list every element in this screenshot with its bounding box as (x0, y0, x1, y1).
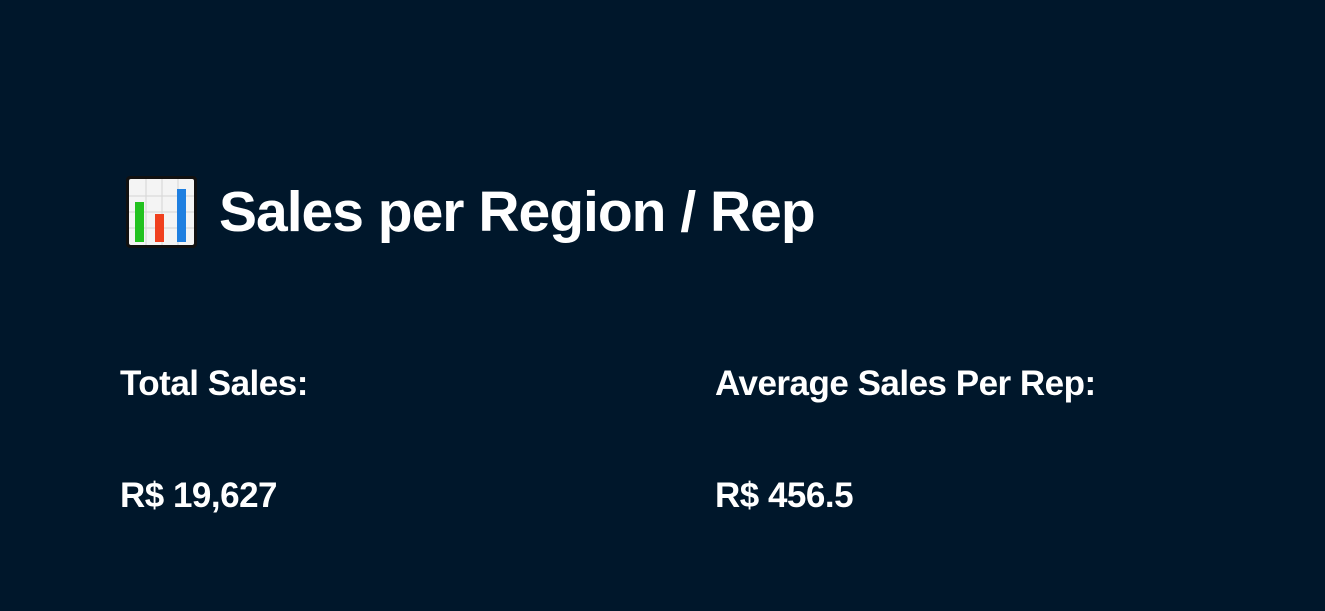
page-header: Sales per Region / Rep (126, 176, 816, 248)
bar-chart-icon (126, 176, 197, 248)
average-sales-per-rep-label: Average Sales Per Rep: (715, 364, 1096, 403)
total-sales-value: R$ 19,627 (120, 476, 278, 515)
page-title: Sales per Region / Rep (219, 179, 816, 244)
average-sales-per-rep-value: R$ 456.5 (715, 476, 854, 515)
total-sales-label: Total Sales: (120, 364, 308, 403)
